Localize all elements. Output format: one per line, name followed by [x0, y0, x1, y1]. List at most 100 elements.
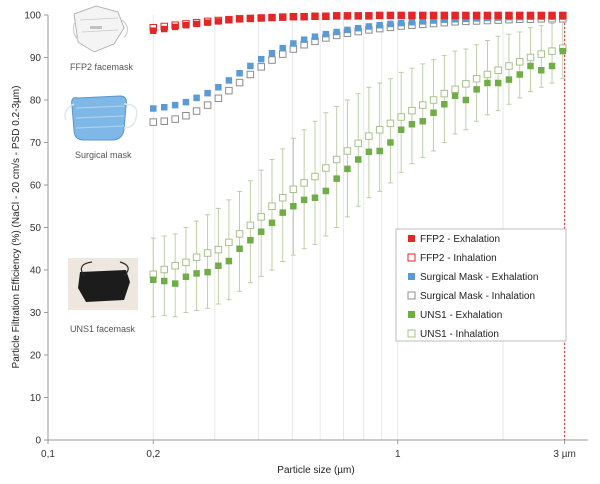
ffp2-exhalation-point — [548, 12, 556, 19]
uns1-exhalation-point — [397, 126, 405, 133]
surgical-mask-exhalation-point — [419, 18, 426, 25]
surgical-mask-exhalation-point — [204, 89, 211, 97]
legend-marker-ffp2-inhalation — [407, 253, 416, 262]
legend-box — [395, 228, 567, 342]
legend-label-surgical-mask-inhalation: Surgical Mask - Inhalation — [420, 291, 535, 302]
axes-layer: 0 10 20 30 40 50 60 70 80 90 100 0,1 0,2 1 3 µm — [24, 11, 588, 460]
uns1-exhalation-point — [376, 147, 383, 155]
uns1-inhalation-point — [462, 80, 470, 88]
uns1-mask-label: UNS1 facemask — [70, 324, 136, 334]
uns1-inhalation-point — [322, 164, 330, 172]
surgical-mask-inhalation-point — [160, 117, 169, 125]
uns1-inhalation-point — [300, 179, 308, 187]
ffp2-exhalation-point — [268, 14, 276, 21]
surgical-mask-exhalation-point — [257, 55, 265, 63]
surgical-mask-exhalation-point — [441, 16, 448, 23]
ffp2-exhalation-point — [247, 15, 254, 22]
y-tick-label: 30 — [30, 308, 42, 319]
surgical-mask-inhalation-point — [182, 111, 190, 120]
ffp2-exhalation-point — [225, 16, 233, 24]
y-tick-label: 70 — [30, 138, 42, 149]
ffp2-exhalation-point — [441, 12, 448, 19]
surgical-mask-inhalation-point — [214, 94, 223, 103]
y-tick-label: 10 — [30, 393, 42, 404]
surgical-mask-exhalation-point — [215, 84, 222, 91]
ffp2-exhalation-point — [333, 12, 340, 20]
legend-label-uns1-exhalation: UNS1 - Exhalation — [420, 310, 502, 321]
surgical-mask-inhalation-point — [257, 63, 265, 71]
ffp2-exhalation-point — [408, 12, 416, 19]
ffp2-exhalation-point — [559, 12, 567, 19]
ffp2-exhalation-point — [279, 13, 286, 21]
uns1-exhalation-point — [344, 165, 351, 173]
uns1-inhalation-point — [418, 101, 427, 109]
surgical-mask-exhalation-point — [161, 103, 168, 111]
uns1-exhalation-point — [333, 175, 340, 182]
surgical-mask-exhalation-point — [247, 62, 254, 70]
ffp2-mask-label: FFP2 facemask — [70, 62, 134, 72]
uns1-inhalation-point — [257, 213, 265, 221]
surgical-mask-inhalation-point — [203, 101, 212, 109]
ffp2-exhalation-point — [484, 12, 491, 19]
ffp2-exhalation-point — [354, 12, 362, 20]
uns1-inhalation-point — [375, 126, 384, 134]
surgical-mask-inhalation-point — [225, 86, 233, 95]
ffp2-exhalation-point — [150, 27, 157, 34]
legend-marker-surgical-mask-exhalation — [408, 273, 415, 280]
uns1-inhalation-point — [343, 147, 352, 155]
surgical-mask-label: Surgical mask — [75, 150, 132, 160]
uns1-exhalation-point — [408, 120, 416, 128]
surgical-mask-inhalation-point — [171, 115, 179, 123]
uns1-exhalation-point — [257, 228, 265, 235]
surgical-mask-exhalation-point — [430, 17, 437, 24]
uns1-inhalation-point — [182, 258, 190, 267]
uns1-exhalation-point — [548, 62, 556, 70]
uns1-inhalation-point — [451, 85, 459, 94]
uns1-inhalation-point — [246, 221, 255, 230]
ffp2-exhalation-point — [397, 12, 405, 19]
uns1-exhalation-point — [161, 277, 168, 285]
surgical-mask-exhalation-point — [171, 101, 179, 109]
uns1-exhalation-point — [354, 156, 362, 163]
uns1-inhalation-point — [440, 89, 449, 98]
ffp2-exhalation-point — [236, 16, 243, 23]
ffp2-exhalation-point — [505, 12, 513, 19]
uns1-inhalation-point — [160, 265, 169, 274]
surgical-mask-exhalation-point — [344, 26, 351, 34]
ffp2-exhalation-point — [161, 25, 168, 33]
uns1-exhalation-point — [150, 276, 157, 284]
legend-label-ffp2-inhalation: FFP2 - Inhalation — [420, 253, 497, 264]
y-tick-label: 20 — [30, 351, 42, 362]
ffp2-exhalation-point — [322, 13, 330, 20]
ffp2-exhalation-point — [215, 18, 222, 25]
legend: FFP2 - Exhalation FFP2 - Inhalation Surgic… — [395, 228, 567, 342]
uns1-inhalation-point — [397, 113, 405, 121]
uns1-inhalation-point — [192, 253, 201, 261]
uns1-exhalation-point — [236, 245, 243, 252]
uns1-inhalation-point — [289, 185, 298, 193]
uns1-inhalation-point — [537, 50, 546, 58]
uns1-exhalation-point — [300, 196, 308, 204]
uns1-inhalation-point — [268, 202, 276, 210]
surgical-mask-exhalation-point — [300, 36, 308, 43]
uns1-inhalation-point — [408, 106, 416, 115]
surgical-mask-exhalation-point — [268, 50, 276, 57]
x-axis-title: Particle size (µm) — [277, 465, 354, 476]
surgical-mask-exhalation-point — [311, 33, 319, 40]
surgical-mask-exhalation-point — [182, 98, 190, 106]
surgical-mask-exhalation-point — [290, 40, 297, 47]
surgical-mask-inhalation-point — [278, 50, 287, 58]
ffp2-exhalation-point — [193, 20, 200, 28]
legend-label-uns1-inhalation: UNS1 - Inhalation — [420, 329, 499, 340]
surgical-mask-exhalation-point — [354, 24, 362, 32]
ffp2-exhalation-point — [387, 12, 394, 19]
uns1-inhalation-point — [278, 194, 287, 202]
uns1-exhalation-point — [290, 203, 297, 210]
uns1-exhalation-point — [268, 219, 276, 227]
data-points-layer — [149, 11, 567, 287]
surgical-mask-inhalation-point — [149, 118, 158, 126]
surgical-mask-exhalation-point — [365, 23, 373, 30]
ffp2-exhalation-point — [311, 13, 319, 20]
legend-marker-ffp2-exhalation — [408, 235, 415, 242]
